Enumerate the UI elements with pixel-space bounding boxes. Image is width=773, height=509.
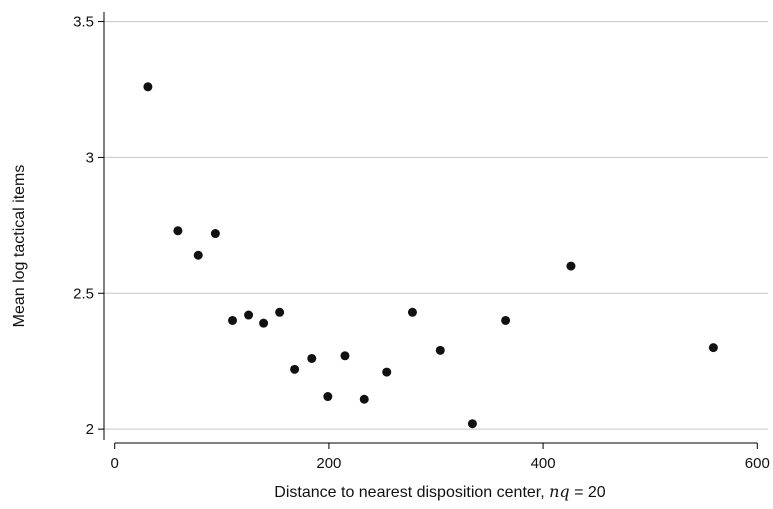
data-point xyxy=(566,261,576,271)
data-point xyxy=(307,353,317,363)
data-point xyxy=(359,394,369,404)
y-tick-label: 2.5 xyxy=(73,285,94,302)
data-point xyxy=(275,307,285,317)
x-axis-title-suffix: = 20 xyxy=(570,484,606,501)
data-point xyxy=(323,392,333,402)
data-point xyxy=(193,250,203,260)
y-axis-title: Mean log tactical items xyxy=(11,165,28,328)
y-tick-label: 3.5 xyxy=(73,14,94,31)
x-axis-title-prefix: Distance to nearest disposition center, xyxy=(274,484,549,501)
x-tick-label: 200 xyxy=(316,455,341,472)
data-point xyxy=(407,307,417,317)
data-point xyxy=(259,318,269,328)
data-point xyxy=(382,367,392,377)
data-point xyxy=(467,419,477,429)
data-point xyxy=(290,364,300,374)
y-ticks: 2 2.5 3 3.5 xyxy=(73,14,104,438)
x-tick-label: 600 xyxy=(745,455,770,472)
x-axis-title: Distance to nearest disposition center, … xyxy=(274,482,606,501)
axes xyxy=(103,12,758,444)
x-tick-label: 0 xyxy=(111,455,119,472)
data-point xyxy=(143,82,153,92)
y-tick-label: 3 xyxy=(86,149,94,166)
data-point xyxy=(501,315,511,325)
data-point xyxy=(244,310,254,320)
x-tick-label: 400 xyxy=(531,455,556,472)
data-points xyxy=(143,82,718,429)
data-point xyxy=(210,229,220,239)
data-point xyxy=(708,343,718,353)
gridlines xyxy=(104,21,768,430)
data-point xyxy=(228,315,238,325)
data-point xyxy=(173,226,183,236)
data-point xyxy=(340,351,350,361)
y-tick-label: 2 xyxy=(86,421,94,438)
x-axis-title-variable: nq xyxy=(549,482,570,501)
data-point xyxy=(435,345,445,355)
x-ticks: 0 200 400 600 xyxy=(111,443,770,472)
